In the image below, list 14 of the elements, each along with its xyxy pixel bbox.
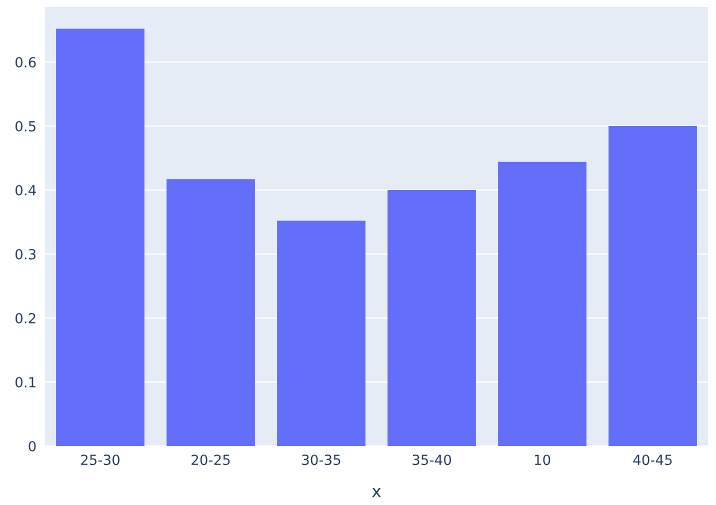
y-tick-label: 0.4 [15, 184, 36, 196]
y-tick-label: 0.6 [15, 57, 36, 68]
x-tick-label: 30-35 [302, 454, 340, 466]
y-tick-label: 0.5 [15, 121, 36, 132]
x-tick-label: 10 [534, 454, 550, 466]
x-tick-label: 35-40 [412, 454, 452, 466]
y-tick-label: 0 [28, 440, 36, 452]
x-tick-label: 25-30 [81, 454, 120, 466]
x-tick-label: 20-25 [192, 454, 230, 466]
y-tick-label: 0.3 [15, 248, 36, 260]
x-axis-title: x [372, 488, 381, 498]
y-tick-label: 0.2 [15, 312, 36, 324]
y-tick-label: 0.1 [15, 376, 36, 388]
x-tick-label: 40-45 [633, 454, 672, 466]
